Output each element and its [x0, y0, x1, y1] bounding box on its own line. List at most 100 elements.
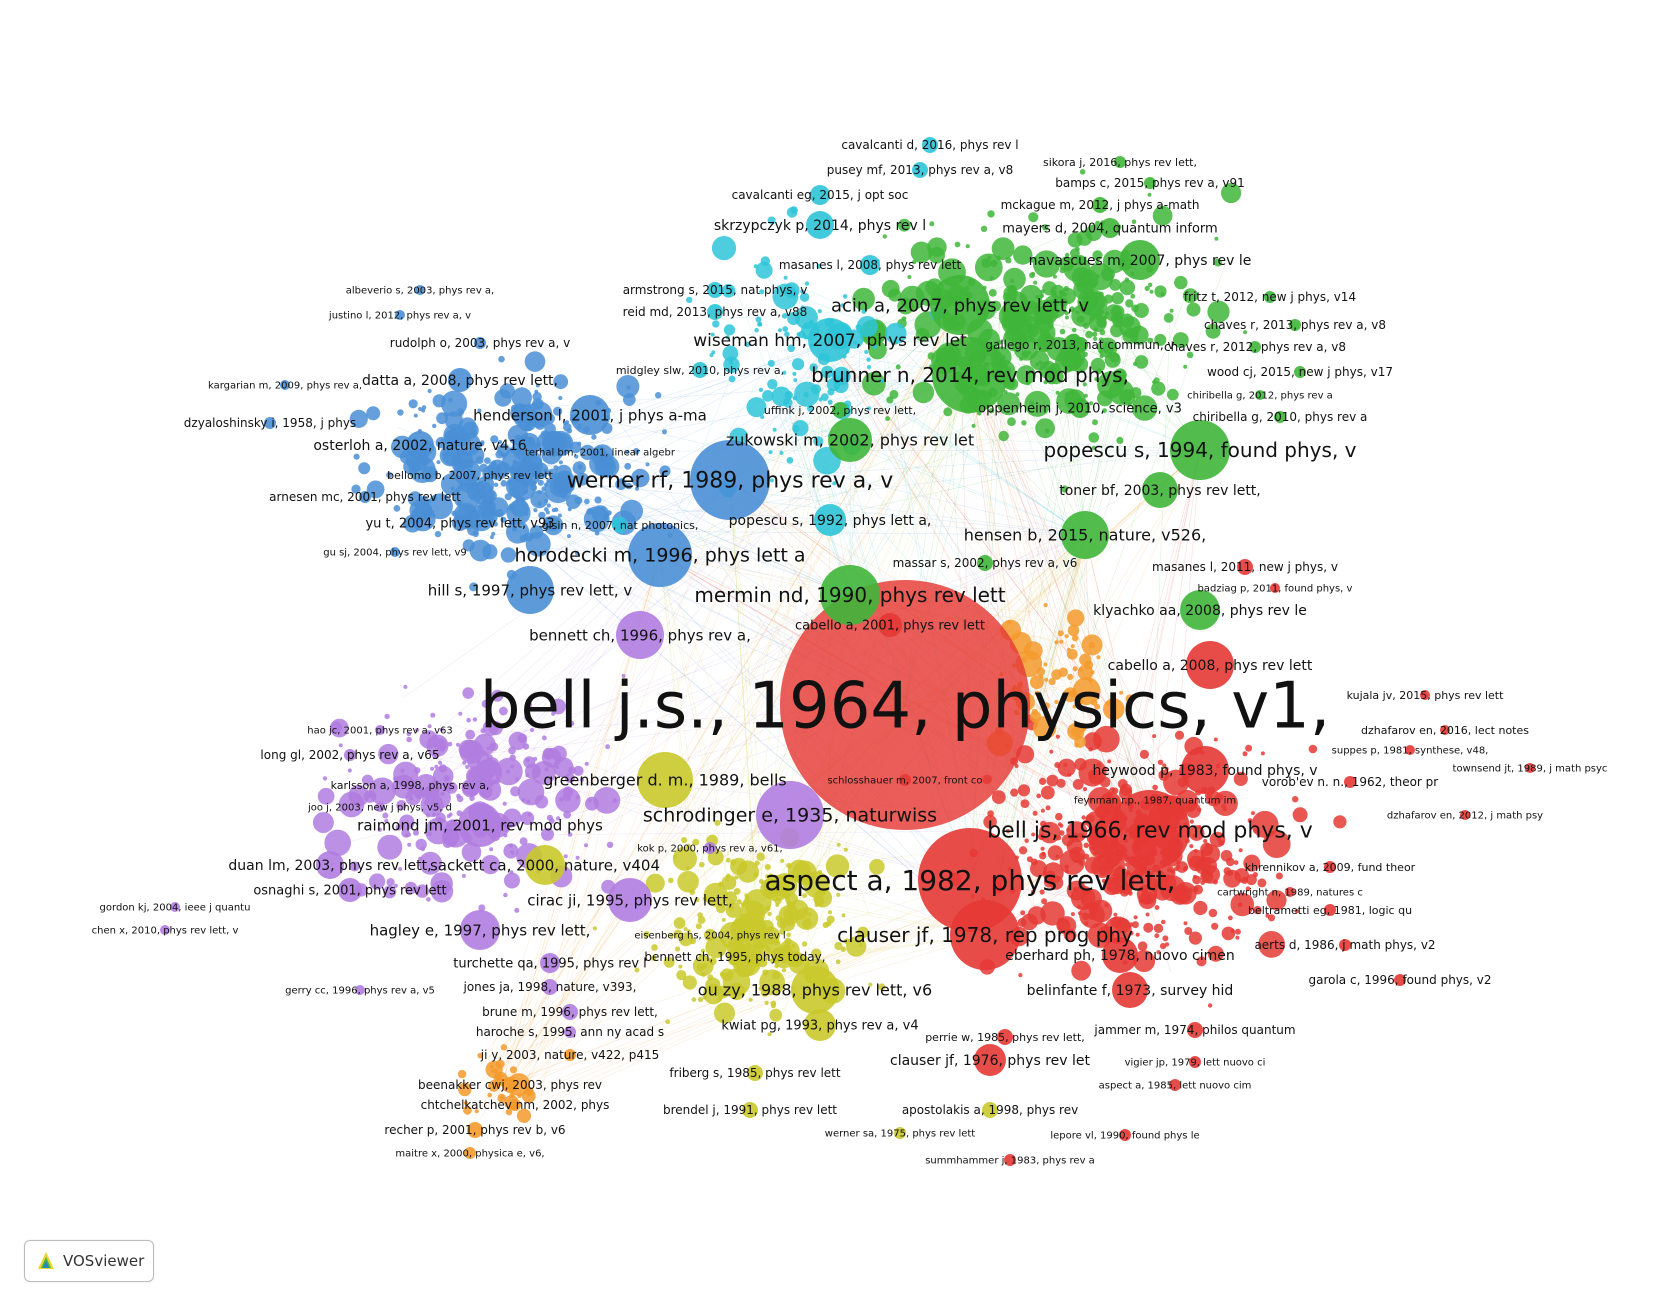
minor-node[interactable] — [786, 900, 792, 906]
minor-node[interactable] — [1205, 323, 1221, 339]
minor-node[interactable] — [1071, 960, 1092, 981]
node-circle[interactable] — [390, 547, 400, 557]
node-circle[interactable] — [1394, 974, 1406, 986]
node-circle[interactable] — [1274, 411, 1286, 423]
minor-node[interactable] — [1144, 285, 1150, 291]
minor-node[interactable] — [366, 406, 381, 421]
minor-node[interactable] — [621, 673, 626, 678]
minor-node[interactable] — [650, 955, 657, 961]
minor-node[interactable] — [479, 442, 485, 447]
minor-node[interactable] — [1098, 866, 1103, 871]
minor-node[interactable] — [809, 363, 818, 372]
minor-node[interactable] — [1042, 224, 1049, 231]
minor-node[interactable] — [574, 454, 579, 459]
minor-node[interactable] — [1111, 292, 1124, 305]
node-circle[interactable] — [1120, 240, 1160, 280]
minor-node[interactable] — [1253, 905, 1262, 915]
minor-node[interactable] — [525, 773, 530, 778]
minor-node[interactable] — [1192, 875, 1201, 885]
node-label[interactable]: gerry cc, 1996, phys rev a, v5 — [285, 986, 435, 997]
minor-node[interactable] — [413, 413, 418, 418]
minor-node[interactable] — [445, 452, 450, 457]
minor-node[interactable] — [406, 731, 412, 737]
minor-node[interactable] — [780, 858, 785, 863]
node-circle[interactable] — [406, 431, 434, 459]
minor-node[interactable] — [1207, 300, 1230, 323]
minor-node[interactable] — [483, 765, 488, 770]
minor-node[interactable] — [462, 760, 467, 765]
minor-node[interactable] — [707, 974, 714, 981]
node-label[interactable]: lepore vl, 1990, found phys le — [1050, 1131, 1199, 1142]
minor-node[interactable] — [1257, 878, 1267, 888]
minor-node[interactable] — [392, 776, 398, 782]
minor-node[interactable] — [1059, 256, 1075, 272]
minor-node[interactable] — [1046, 774, 1059, 787]
minor-node[interactable] — [988, 408, 995, 414]
minor-node[interactable] — [426, 831, 432, 837]
minor-node[interactable] — [1088, 678, 1093, 683]
minor-node[interactable] — [463, 1101, 468, 1105]
minor-node[interactable] — [1157, 864, 1176, 883]
minor-node[interactable] — [477, 408, 482, 413]
minor-node[interactable] — [601, 506, 606, 511]
minor-node[interactable] — [1131, 304, 1139, 313]
minor-node[interactable] — [406, 832, 412, 838]
minor-node[interactable] — [802, 893, 807, 898]
minor-node[interactable] — [632, 448, 640, 455]
minor-node[interactable] — [1245, 744, 1253, 752]
minor-node[interactable] — [866, 365, 872, 370]
minor-node[interactable] — [753, 872, 759, 878]
minor-node[interactable] — [462, 687, 475, 699]
minor-node[interactable] — [1139, 899, 1144, 904]
minor-node[interactable] — [1153, 923, 1164, 933]
node-label[interactable]: hagley e, 1997, phys rev lett, — [370, 921, 591, 939]
node-circle[interactable] — [1189, 1056, 1201, 1068]
minor-node[interactable] — [477, 475, 495, 493]
minor-node[interactable] — [651, 944, 658, 951]
minor-node[interactable] — [471, 775, 476, 780]
node-circle[interactable] — [804, 1009, 836, 1041]
minor-node[interactable] — [415, 884, 429, 898]
node-circle[interactable] — [878, 613, 902, 637]
minor-node[interactable] — [480, 728, 486, 734]
minor-node[interactable] — [699, 861, 705, 868]
minor-node[interactable] — [503, 833, 508, 838]
node-circle[interactable] — [690, 440, 770, 520]
node-label[interactable]: justino l, 2012, phys rev a, v — [328, 311, 471, 322]
node-label[interactable]: massar s, 2002, phys rev a, v6 — [893, 556, 1078, 570]
minor-node[interactable] — [736, 899, 742, 905]
minor-node[interactable] — [553, 406, 563, 416]
minor-node[interactable] — [526, 799, 531, 804]
node-circle[interactable] — [997, 1029, 1013, 1045]
minor-node[interactable] — [591, 434, 597, 440]
minor-node[interactable] — [606, 510, 612, 516]
minor-node[interactable] — [524, 351, 546, 372]
node-circle[interactable] — [355, 985, 365, 995]
minor-node[interactable] — [543, 482, 549, 487]
minor-node[interactable] — [623, 393, 636, 407]
minor-node[interactable] — [1093, 336, 1098, 341]
node-circle[interactable] — [780, 580, 1030, 830]
minor-node[interactable] — [577, 441, 582, 446]
minor-node[interactable] — [349, 409, 368, 428]
minor-node[interactable] — [573, 765, 584, 776]
minor-node[interactable] — [509, 520, 514, 526]
minor-node[interactable] — [872, 344, 878, 350]
minor-node[interactable] — [910, 304, 915, 308]
minor-node[interactable] — [450, 785, 455, 790]
minor-node[interactable] — [358, 462, 371, 475]
minor-node[interactable] — [406, 736, 412, 743]
minor-node[interactable] — [1208, 908, 1218, 918]
minor-node[interactable] — [635, 486, 639, 491]
minor-node[interactable] — [712, 320, 720, 328]
minor-node[interactable] — [1230, 892, 1255, 917]
node-circle[interactable] — [950, 900, 1020, 970]
minor-node[interactable] — [682, 975, 697, 990]
minor-node[interactable] — [1074, 742, 1080, 748]
minor-node[interactable] — [1233, 860, 1239, 865]
minor-node[interactable] — [1070, 912, 1075, 917]
node-circle[interactable] — [502, 1077, 518, 1093]
minor-node[interactable] — [1117, 779, 1128, 789]
minor-node[interactable] — [1021, 420, 1027, 426]
minor-node[interactable] — [790, 206, 798, 215]
